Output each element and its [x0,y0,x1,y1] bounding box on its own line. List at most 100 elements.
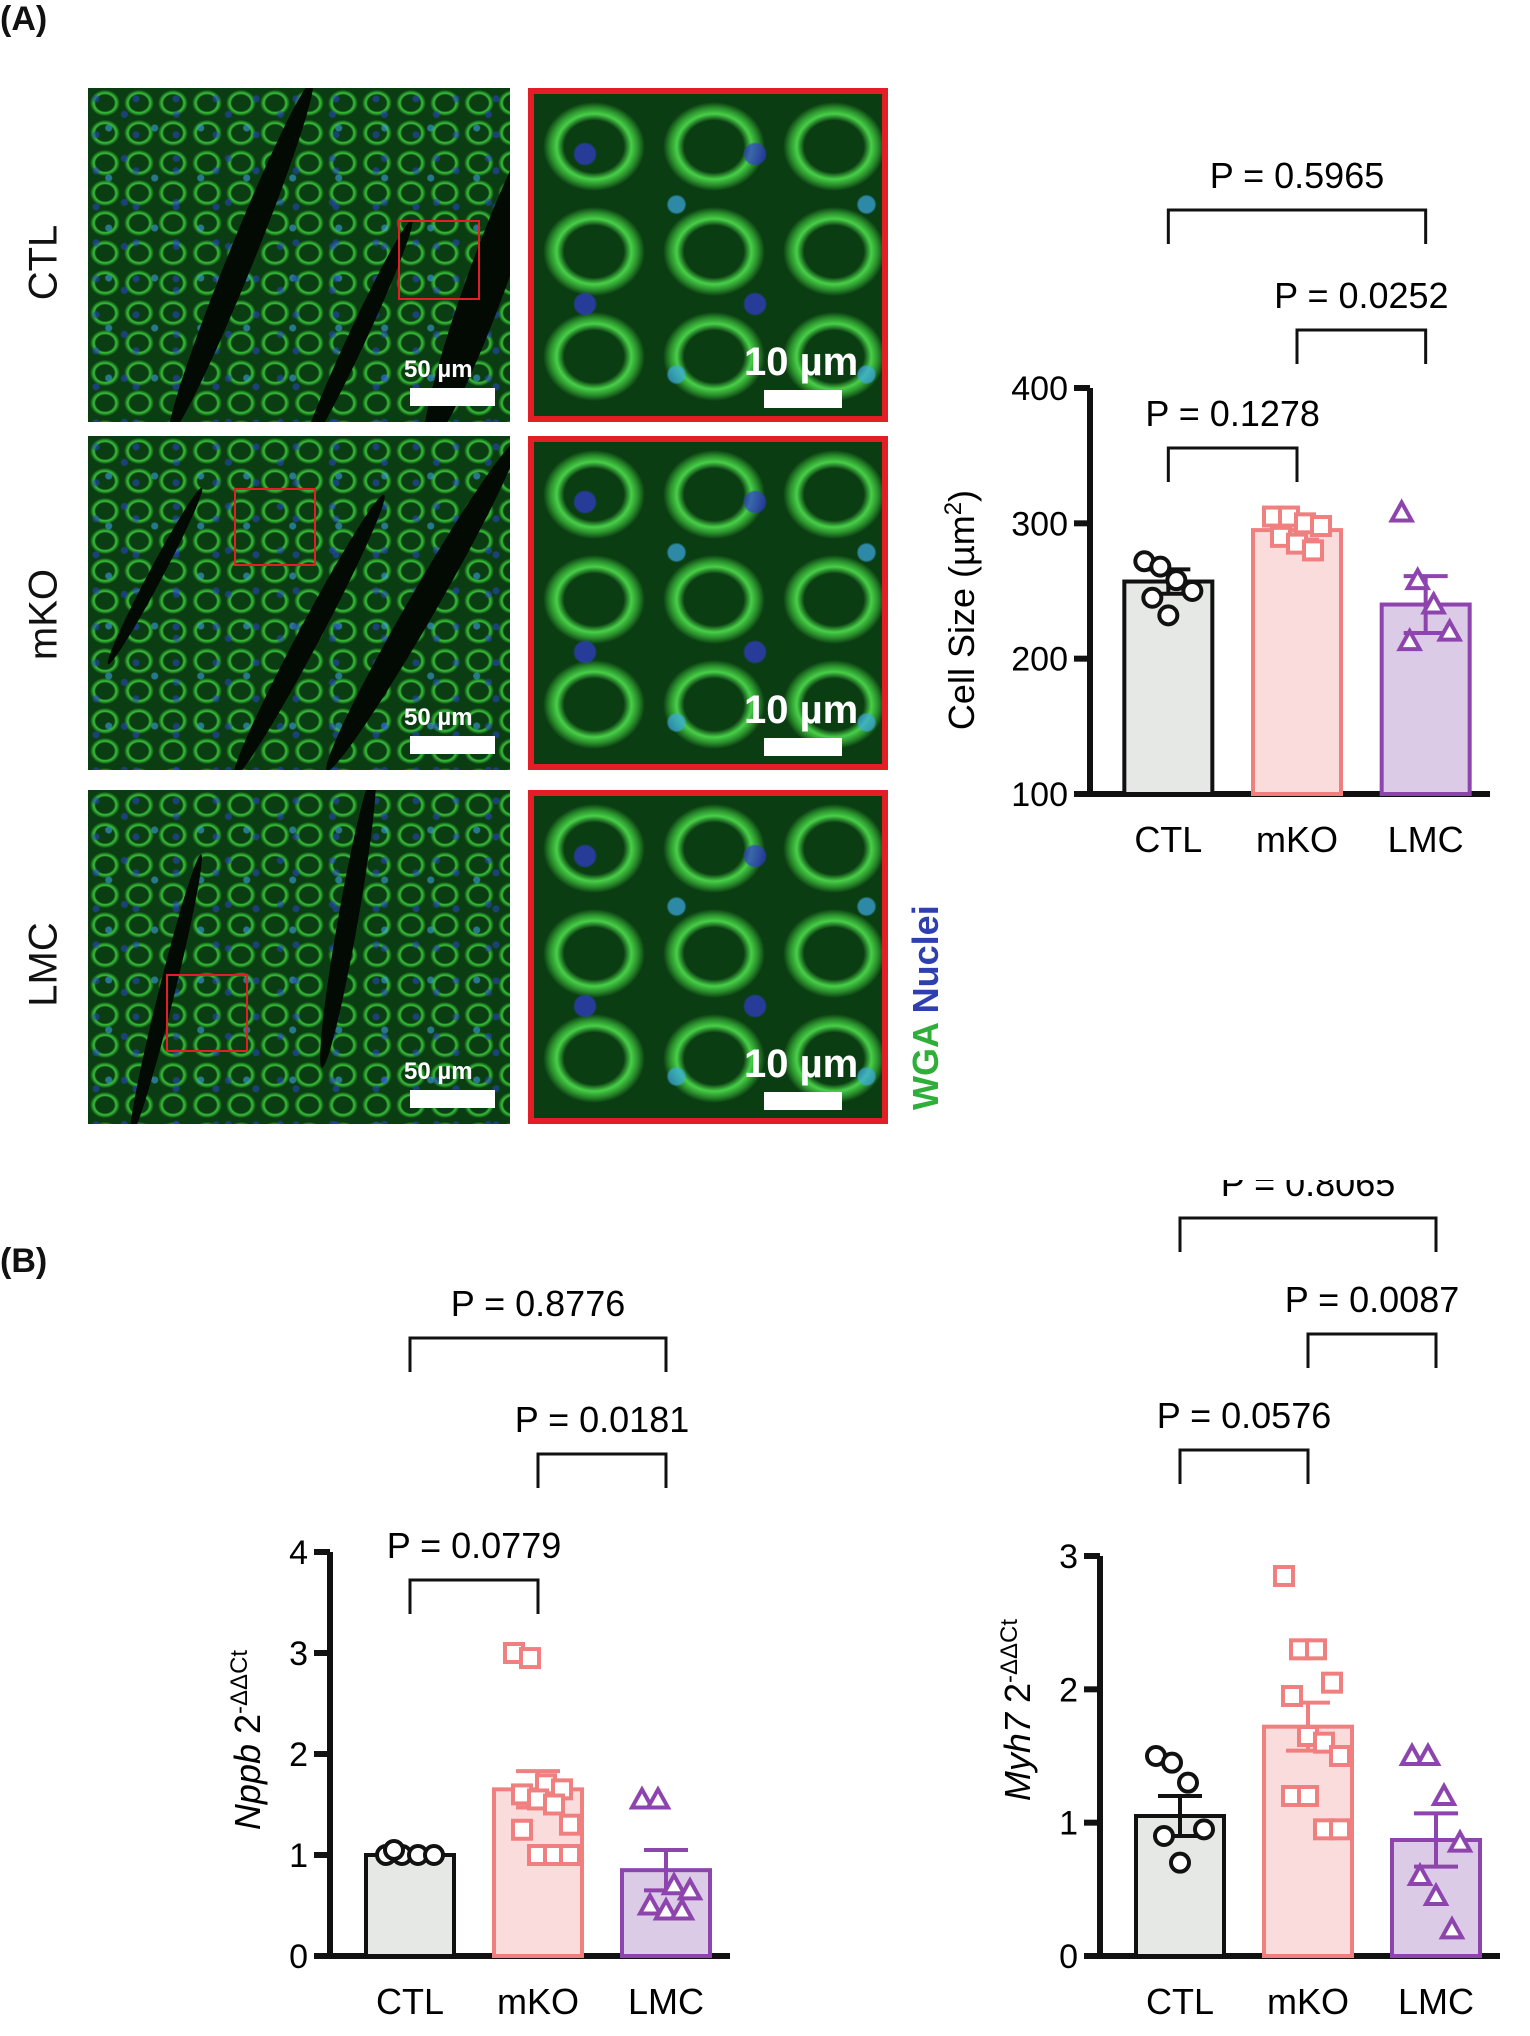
scale-bar [410,388,495,406]
scale-label: 10 µm [744,340,859,384]
scale-label: 50 µm [404,356,473,383]
data-point [1281,1685,1303,1707]
data-point [1398,1741,1426,1766]
micrograph-mko-zoom: 10 µm [528,436,888,770]
y-tick-label: 4 [289,1534,308,1572]
data-point [1169,1851,1191,1874]
p-value-label: P = 0.8065 [1221,1180,1396,1204]
data-point [1404,566,1432,591]
stain-legend: WGA Nuclei [905,905,947,1110]
data-point [1388,498,1416,523]
data-point [660,1871,688,1896]
micrograph-lmc-zoom: 10 µm [528,790,888,1124]
data-point [1273,1565,1295,1587]
data-point [1436,617,1464,642]
scale-label: 50 µm [404,1058,473,1085]
data-point [1321,1671,1343,1694]
x-tick-label: CTL [1134,819,1202,860]
data-point [1177,1771,1199,1794]
y-axis-label: Myh7 2-ΔΔCt [996,1619,1039,1801]
data-point [1430,1781,1458,1806]
data-point [1305,1638,1327,1661]
micrograph-mko-overview: 50 µm [88,436,510,770]
data-point [1153,1825,1175,1847]
scale-label: 10 µm [744,688,859,732]
chart-myh7: Myh7 2-ΔΔCt 0 1 2 3 CTL mKO LMC P = 0.0576 P = 0… [996,1180,1500,2022]
data-point [1310,515,1332,538]
comparison-bracket [1178,1216,1438,1252]
scale-bar [410,1090,495,1108]
x-tick-label: LMC [1388,819,1464,860]
scale-label: 10 µm [744,1042,859,1086]
roi-box [166,974,248,1052]
y-tick-label: 1 [289,1837,308,1875]
panel-b-label: (B) [0,1242,48,1280]
bar-ctl [1134,1814,1226,1958]
data-point [652,1896,680,1921]
data-point [519,1647,541,1670]
data-point [1406,1861,1434,1886]
data-point [1313,1731,1335,1754]
data-point [1157,604,1180,627]
y-tick-label: 400 [1011,370,1068,408]
x-tick-label: mKO [497,1981,579,2022]
y-tick-label: 1 [1059,1805,1078,1843]
data-point [1193,1818,1215,1841]
data-point [1329,1745,1351,1767]
comparison-bracket [1295,328,1428,364]
p-value-label: P = 0.8776 [451,1283,626,1324]
data-point [668,1896,696,1921]
data-point [644,1785,672,1810]
data-point [1438,1915,1466,1940]
stain-wga-label: WGA [905,1023,946,1110]
data-point [1141,586,1164,609]
x-tick-label: CTL [1146,1981,1214,2022]
x-tick-label: CTL [376,1981,444,2022]
data-point [636,1891,664,1916]
bar-mko [1251,528,1343,796]
panel-a-label: (A) [0,0,48,38]
chart-cell-size: Cell Size (µm2) 100 200 300 400 CTL mKO LMC P =… [940,155,1490,860]
y-tick-label: 300 [1011,505,1068,543]
data-point [1396,626,1424,652]
data-point [1181,580,1204,602]
x-tick-label: LMC [1398,1981,1474,2022]
scale-label: 50 µm [404,704,473,731]
comparison-bracket [408,1578,540,1614]
row-label-mko: mKO [21,568,66,661]
p-value-label: P = 0.1278 [1145,393,1320,434]
micrograph-lmc-overview: 50 µm [88,790,510,1124]
p-value-label: P = 0.0576 [1157,1395,1332,1436]
p-value-label: P = 0.0779 [387,1525,562,1566]
scale-bar [764,738,842,756]
y-tick-label: 2 [1059,1671,1078,1709]
comparison-bracket [1166,446,1299,482]
data-point [1420,590,1448,615]
x-tick-label: mKO [1267,1981,1349,2022]
comparison-bracket [536,1452,668,1488]
roi-box [398,220,480,300]
y-tick-label: 0 [289,1938,308,1976]
data-point [1302,539,1324,562]
chart-nppb: Nppb 2-ΔΔCt 0 1 2 3 4 CTL mKO LMC P = 0.0779 P = … [226,1283,730,2022]
data-point [1297,1785,1319,1807]
scale-bar [410,736,495,754]
data-point [1414,1741,1442,1766]
data-point [423,1844,445,1866]
data-point [383,1838,405,1861]
comparison-bracket [1178,1448,1310,1484]
data-point [559,1813,581,1836]
data-point [511,1818,533,1841]
y-tick-label: 100 [1011,776,1068,814]
data-point [676,1876,704,1901]
y-tick-label: 0 [1059,1938,1078,1976]
roi-box [234,488,316,566]
p-value-label: P = 0.0181 [515,1399,690,1440]
data-point [1149,555,1172,578]
scale-bar [764,390,842,408]
bar-ctl [364,1853,456,1958]
x-tick-label: mKO [1256,819,1338,860]
p-value-label: P = 0.0087 [1285,1279,1460,1320]
data-point [543,1793,565,1816]
y-tick-label: 3 [1059,1538,1078,1576]
